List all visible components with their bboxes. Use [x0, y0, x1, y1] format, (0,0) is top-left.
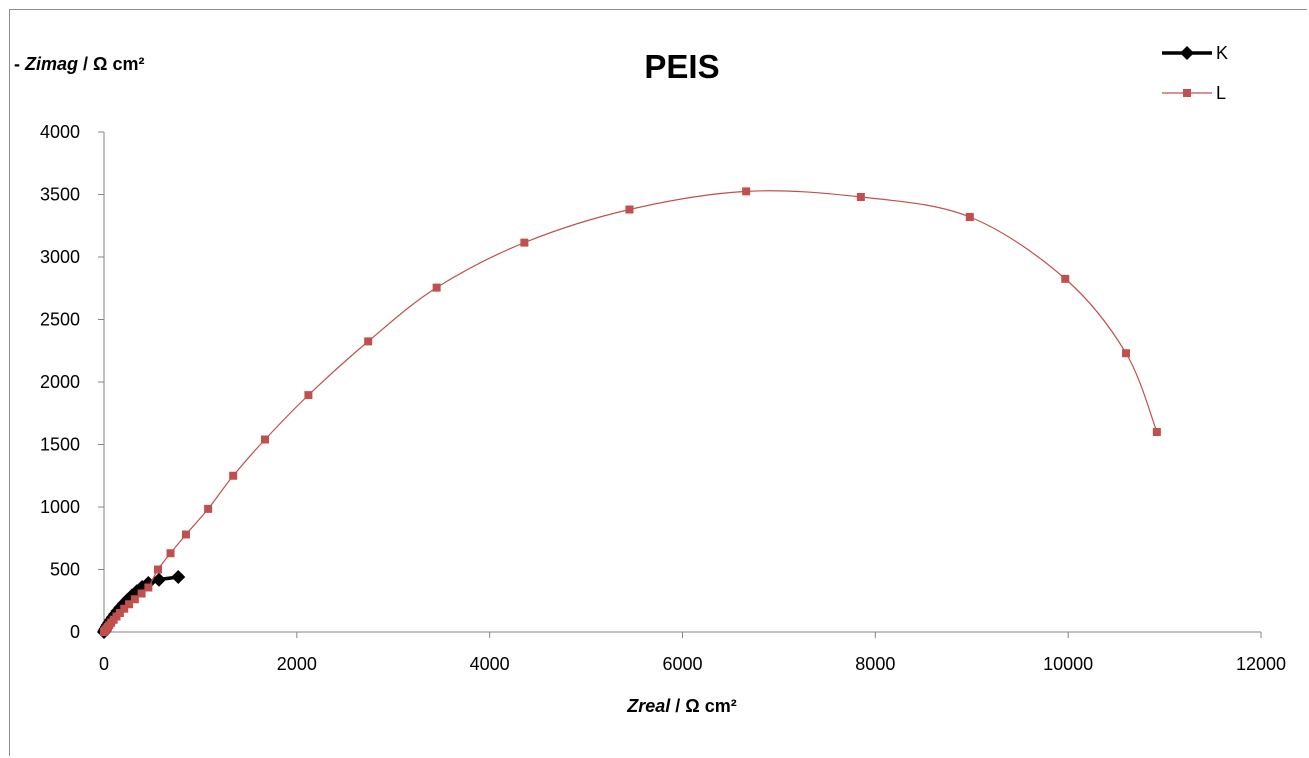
legend-l-label: L — [1216, 83, 1226, 103]
series-l-point — [856, 193, 865, 201]
series-l-point — [965, 213, 974, 221]
y-tick-label: 3000 — [40, 247, 80, 267]
axes: 0 500 1000 1500 2000 2500 3000 3500 4000 0 2000 400… — [40, 122, 1286, 674]
series-l-point — [1061, 274, 1070, 283]
y-tick-label: 2500 — [40, 310, 80, 330]
series-l — [100, 187, 1161, 636]
x-tick-label: 2000 — [277, 654, 317, 674]
y-axis-title-italic: Zimag — [24, 54, 78, 74]
x-tick-label: 10000 — [1043, 654, 1093, 674]
series-l-point — [181, 530, 190, 539]
y-tick-label: 0 — [70, 622, 80, 642]
legend-k-marker — [1180, 46, 1194, 60]
series-l-point — [432, 283, 441, 292]
y-tick-label: 1500 — [40, 435, 80, 455]
series-l-point — [1152, 428, 1161, 436]
y-tick-label: 3500 — [40, 185, 80, 205]
series-layer — [97, 187, 1161, 639]
series-l-point — [166, 549, 175, 558]
series-l-point — [520, 238, 529, 247]
legend-k-label: K — [1216, 43, 1228, 63]
x-axis-title-italic: Zreal — [626, 696, 671, 716]
y-tick-label: 2000 — [40, 372, 80, 392]
series-l-point — [125, 600, 134, 609]
series-l-point — [144, 583, 153, 592]
series-l-point — [120, 604, 129, 613]
chart-frame — [9, 9, 1307, 756]
series-l-point — [364, 337, 373, 346]
y-axis-title-rest: / Ω cm² — [78, 54, 144, 74]
x-tick-label: 12000 — [1236, 654, 1286, 674]
x-tick-label: 8000 — [855, 654, 895, 674]
series-l-point — [130, 595, 139, 604]
series-l-point — [229, 471, 238, 480]
series-l-line — [103, 190, 1158, 633]
series-l-point — [153, 565, 162, 574]
x-tick-label: 6000 — [662, 654, 702, 674]
x-axis-title-rest: / Ω cm² — [670, 696, 736, 716]
series-k-point — [151, 572, 166, 587]
series-l-point — [742, 187, 751, 196]
chart-title: PEIS — [644, 48, 719, 85]
y-tick-label: 4000 — [40, 122, 80, 142]
x-tick-label: 4000 — [470, 654, 510, 674]
y-axis-title: - Zimag / Ω cm² — [14, 54, 144, 74]
y-tick-label: 1000 — [40, 497, 80, 517]
y-axis-title-prefix: - — [14, 54, 25, 74]
series-l-point — [115, 609, 124, 617]
series-l-point — [304, 391, 313, 400]
legend: KL — [1162, 43, 1228, 103]
x-tick-label: 0 — [99, 654, 109, 674]
series-l-point — [261, 435, 270, 444]
y-tick-label: 500 — [50, 560, 80, 580]
series-l-point — [204, 504, 213, 513]
series-l-point — [1122, 349, 1131, 358]
series-k-point — [171, 570, 186, 584]
x-axis-title: Zreal / Ω cm² — [626, 696, 736, 716]
series-l-point — [625, 205, 634, 214]
series-l-point — [137, 589, 146, 598]
legend-l-marker — [1183, 89, 1191, 97]
